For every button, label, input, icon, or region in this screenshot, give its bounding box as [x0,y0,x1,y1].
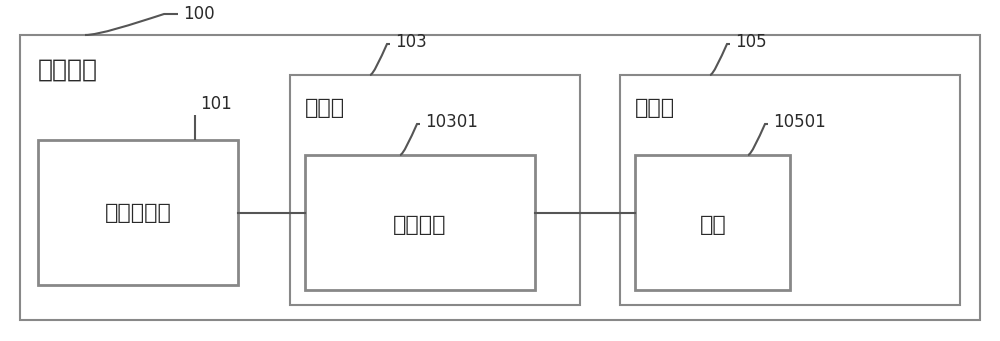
Text: 空调系统: 空调系统 [38,58,98,82]
Text: 系统控制器: 系统控制器 [105,203,171,223]
Text: 100: 100 [183,5,215,23]
Text: 变频器: 变频器 [305,98,345,118]
Text: 电机: 电机 [700,215,726,235]
Text: 10501: 10501 [773,113,826,131]
Bar [305,155,535,290]
Text: 101: 101 [200,95,232,113]
Bar [635,155,790,290]
Text: 105: 105 [735,33,767,51]
Text: 10301: 10301 [425,113,478,131]
Text: 103: 103 [395,33,427,51]
Text: 控制装置: 控制装置 [393,215,447,235]
Text: 压缩机: 压缩机 [635,98,675,118]
Bar [620,75,960,305]
Bar [20,35,980,320]
Bar [290,75,580,305]
Bar [38,140,238,285]
